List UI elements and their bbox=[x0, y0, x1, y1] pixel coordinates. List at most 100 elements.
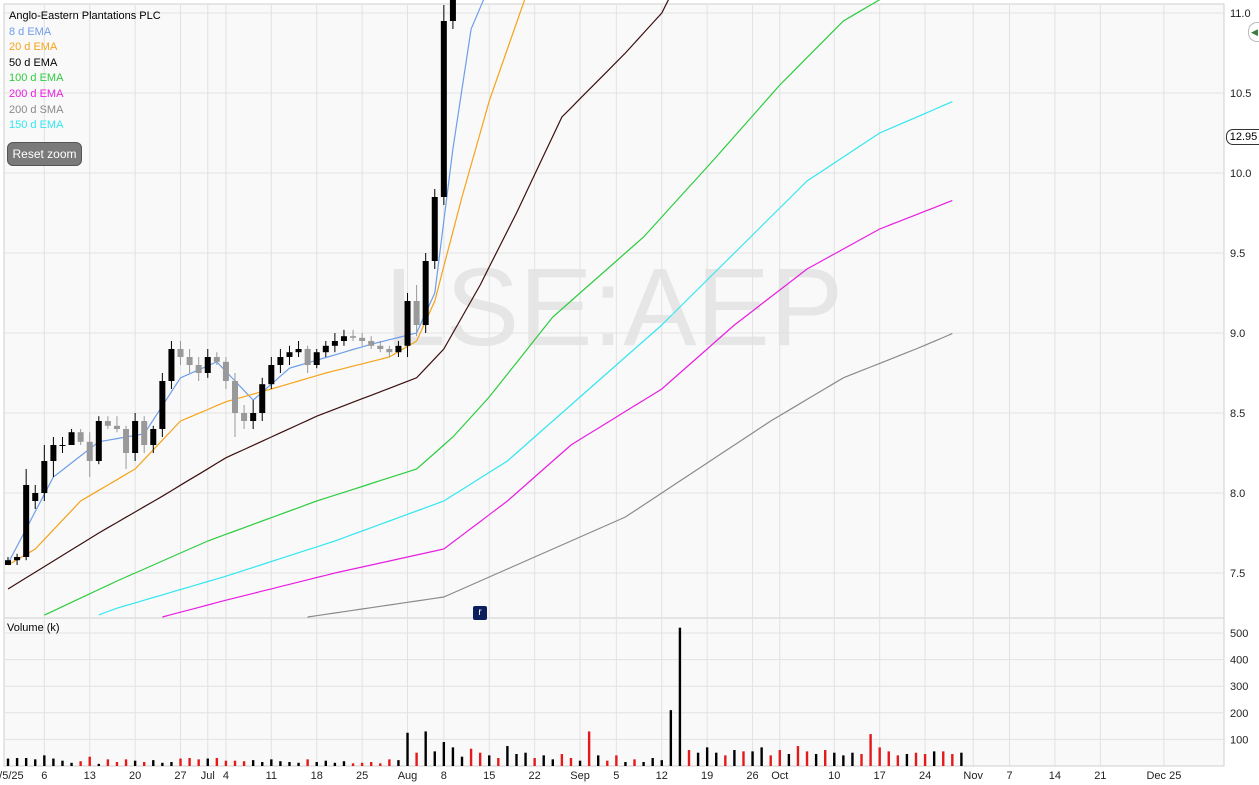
volume-bar[interactable] bbox=[70, 762, 73, 766]
volume-bar[interactable] bbox=[106, 759, 110, 766]
volume-bar[interactable] bbox=[206, 758, 209, 766]
volume-bar[interactable] bbox=[942, 751, 945, 766]
volume-bar[interactable] bbox=[842, 755, 845, 766]
volume-bar[interactable] bbox=[742, 751, 745, 766]
volume-bar[interactable] bbox=[61, 760, 64, 766]
volume-bar[interactable] bbox=[261, 762, 264, 766]
volume-bar[interactable] bbox=[478, 752, 482, 766]
volume-bar[interactable] bbox=[451, 747, 455, 766]
reset-zoom-button[interactable]: Reset zoom bbox=[7, 142, 82, 166]
volume-bar[interactable] bbox=[669, 710, 673, 766]
volume-bar[interactable] bbox=[905, 754, 909, 766]
volume-bar[interactable] bbox=[469, 748, 473, 766]
volume-bar[interactable] bbox=[760, 747, 763, 766]
candle[interactable] bbox=[277, 357, 284, 365]
candle[interactable] bbox=[32, 493, 39, 501]
candle[interactable] bbox=[5, 560, 11, 565]
candle[interactable] bbox=[41, 461, 48, 493]
candle[interactable] bbox=[123, 429, 130, 453]
volume-bar[interactable] bbox=[6, 758, 10, 766]
candle[interactable] bbox=[322, 345, 329, 353]
volume-bar[interactable] bbox=[197, 759, 200, 766]
candle[interactable] bbox=[431, 197, 438, 261]
legend-item-ema-200[interactable]: 200 d EMA bbox=[9, 87, 64, 100]
volume-bar[interactable] bbox=[360, 762, 364, 766]
candle[interactable] bbox=[232, 381, 238, 413]
event-marker[interactable]: r bbox=[473, 606, 487, 620]
volume-bar[interactable] bbox=[560, 754, 564, 766]
volume-bar[interactable] bbox=[960, 752, 963, 766]
volume-bar[interactable] bbox=[660, 760, 663, 766]
volume-bar[interactable] bbox=[324, 760, 327, 766]
volume-bar[interactable] bbox=[288, 762, 291, 766]
candle[interactable] bbox=[113, 425, 120, 429]
candle[interactable] bbox=[50, 445, 57, 461]
volume-bar[interactable] bbox=[715, 752, 718, 766]
candle[interactable] bbox=[422, 261, 429, 325]
candle[interactable] bbox=[159, 381, 166, 429]
volume-bar[interactable] bbox=[805, 751, 809, 766]
candle[interactable] bbox=[77, 432, 84, 442]
volume-bar[interactable] bbox=[442, 742, 446, 766]
volume-bar[interactable] bbox=[34, 759, 37, 766]
volume-bar[interactable] bbox=[242, 761, 246, 766]
volume-bar[interactable] bbox=[896, 755, 900, 766]
volume-bar[interactable] bbox=[705, 747, 709, 766]
volume-bar[interactable] bbox=[497, 758, 500, 766]
candle[interactable] bbox=[104, 421, 111, 426]
volume-bar[interactable] bbox=[869, 734, 872, 766]
volume-bar[interactable] bbox=[951, 754, 954, 766]
candle[interactable] bbox=[313, 352, 320, 365]
volume-bar[interactable] bbox=[642, 762, 645, 766]
candle[interactable] bbox=[340, 336, 347, 341]
volume-bar[interactable] bbox=[624, 762, 627, 766]
candle[interactable] bbox=[413, 301, 420, 325]
volume-bar[interactable] bbox=[251, 760, 255, 766]
volume-bar[interactable] bbox=[914, 752, 918, 766]
volume-bar[interactable] bbox=[351, 763, 355, 766]
volume-bar[interactable] bbox=[551, 759, 554, 766]
volume-bar[interactable] bbox=[306, 759, 309, 766]
volume-bar[interactable] bbox=[124, 759, 128, 766]
candle[interactable] bbox=[440, 21, 447, 197]
volume-bar[interactable] bbox=[170, 762, 173, 766]
volume-bar[interactable] bbox=[506, 746, 509, 766]
volume-bar[interactable] bbox=[769, 755, 772, 766]
legend-item-ema-8[interactable]: 8 d EMA bbox=[9, 25, 52, 38]
candle[interactable] bbox=[250, 413, 257, 421]
volume-bar[interactable] bbox=[569, 758, 573, 766]
volume-bar[interactable] bbox=[297, 762, 300, 766]
volume-bar[interactable] bbox=[606, 760, 609, 766]
candle[interactable] bbox=[449, 0, 456, 21]
volume-bar[interactable] bbox=[215, 758, 219, 766]
volume-bar[interactable] bbox=[687, 750, 691, 766]
volume-bar[interactable] bbox=[651, 758, 654, 766]
legend-item-ema-50[interactable]: 50 d EMA bbox=[9, 56, 58, 69]
volume-bar[interactable] bbox=[43, 755, 46, 766]
volume-bar[interactable] bbox=[52, 758, 55, 766]
volume-bar[interactable] bbox=[424, 731, 427, 766]
volume-bar[interactable] bbox=[860, 754, 863, 766]
volume-bar[interactable] bbox=[533, 758, 536, 766]
volume-bar[interactable] bbox=[814, 754, 818, 766]
volume-bar[interactable] bbox=[188, 758, 191, 766]
volume-bar[interactable] bbox=[279, 761, 282, 766]
candle[interactable] bbox=[304, 349, 311, 365]
candle[interactable] bbox=[395, 345, 402, 353]
volume-bar[interactable] bbox=[415, 752, 418, 766]
volume-bar[interactable] bbox=[597, 755, 600, 766]
volume-bar[interactable] bbox=[778, 750, 781, 766]
volume-bar[interactable] bbox=[696, 752, 700, 766]
volume-bar[interactable] bbox=[887, 751, 890, 766]
volume-bar[interactable] bbox=[179, 758, 182, 766]
volume-bar[interactable] bbox=[433, 751, 436, 766]
volume-bar[interactable] bbox=[515, 754, 518, 766]
volume-bar[interactable] bbox=[615, 755, 618, 766]
volume-bar[interactable] bbox=[751, 751, 754, 766]
candle[interactable] bbox=[222, 361, 229, 381]
candle[interactable] bbox=[377, 345, 384, 349]
volume-bar[interactable] bbox=[79, 761, 82, 766]
scroll-left-icon[interactable]: ◀ bbox=[1248, 22, 1259, 42]
volume-bar[interactable] bbox=[342, 761, 346, 766]
volume-bar[interactable] bbox=[161, 762, 164, 766]
